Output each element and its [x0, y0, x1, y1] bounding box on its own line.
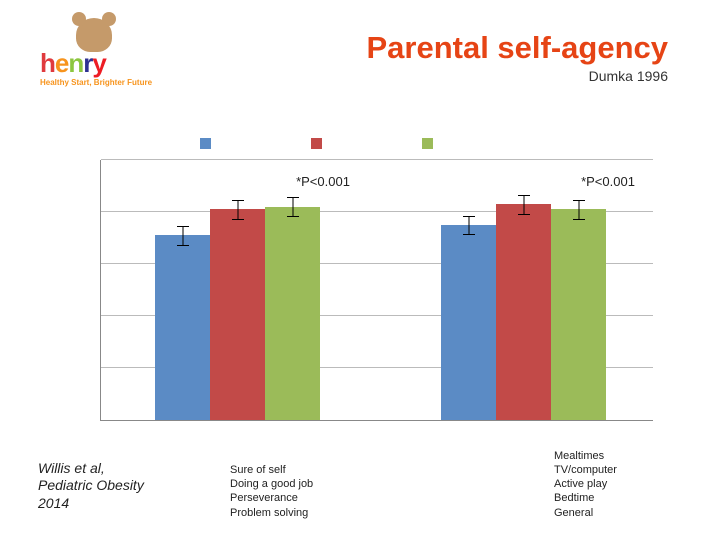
- error-bar: [468, 216, 469, 235]
- bar-group: [441, 204, 606, 420]
- legend-swatch-3: [422, 138, 433, 149]
- error-cap: [232, 200, 244, 201]
- footer-item: Perseverance: [230, 491, 313, 505]
- citation-line: 2014: [38, 495, 144, 513]
- gridline: [101, 159, 653, 160]
- henry-logo: henry Healthy Start, Brighter Future: [40, 18, 150, 96]
- footer-list-right: MealtimesTV/computerActive playBedtimeGe…: [554, 449, 617, 520]
- error-bar: [182, 226, 183, 245]
- bar-chart: *P<0.001 *P<0.001: [100, 160, 652, 420]
- error-cap: [287, 216, 299, 217]
- slide: henry Healthy Start, Brighter Future Par…: [0, 0, 720, 540]
- citation-line: Willis et al,: [38, 460, 144, 478]
- footer-item: Problem solving: [230, 506, 313, 520]
- plot-area: *P<0.001 *P<0.001: [100, 160, 653, 421]
- legend-swatch-1: [200, 138, 211, 149]
- logo-bear-icon: [76, 18, 112, 52]
- error-cap: [573, 200, 585, 201]
- footer-list-left: Sure of selfDoing a good jobPerseverance…: [230, 463, 313, 520]
- error-bar: [237, 200, 238, 219]
- error-cap: [518, 195, 530, 196]
- footer-item: TV/computer: [554, 463, 617, 477]
- page-title: Parental self-agency: [366, 30, 668, 66]
- bar: [496, 204, 551, 420]
- error-cap: [287, 197, 299, 198]
- error-bar: [578, 200, 579, 219]
- error-bar: [523, 195, 524, 214]
- error-cap: [177, 245, 189, 246]
- bar: [441, 225, 496, 420]
- footer-item: Doing a good job: [230, 477, 313, 491]
- legend-swatch-2: [311, 138, 322, 149]
- error-cap: [177, 226, 189, 227]
- error-cap: [232, 219, 244, 220]
- logo-wordmark: henry: [40, 48, 106, 79]
- p-value-annotation: *P<0.001: [581, 174, 635, 189]
- footer-item: Active play: [554, 477, 617, 491]
- legend: [200, 138, 433, 149]
- error-bar: [292, 197, 293, 216]
- citation-line: Pediatric Obesity: [38, 477, 144, 495]
- error-cap: [463, 234, 475, 235]
- error-cap: [463, 216, 475, 217]
- bar-group: [155, 207, 320, 420]
- bar: [265, 207, 320, 420]
- bar: [210, 209, 265, 420]
- logo-tagline: Healthy Start, Brighter Future: [40, 78, 152, 87]
- footer-item: Bedtime: [554, 491, 617, 505]
- error-cap: [518, 214, 530, 215]
- bar: [155, 235, 210, 420]
- citation: Willis et al, Pediatric Obesity 2014: [38, 460, 144, 513]
- error-cap: [573, 219, 585, 220]
- bar: [551, 209, 606, 420]
- page-subtitle: Dumka 1996: [589, 68, 668, 84]
- footer-item: General: [554, 506, 617, 520]
- footer-item: Sure of self: [230, 463, 313, 477]
- p-value-annotation: *P<0.001: [296, 174, 350, 189]
- footer-item: Mealtimes: [554, 449, 617, 463]
